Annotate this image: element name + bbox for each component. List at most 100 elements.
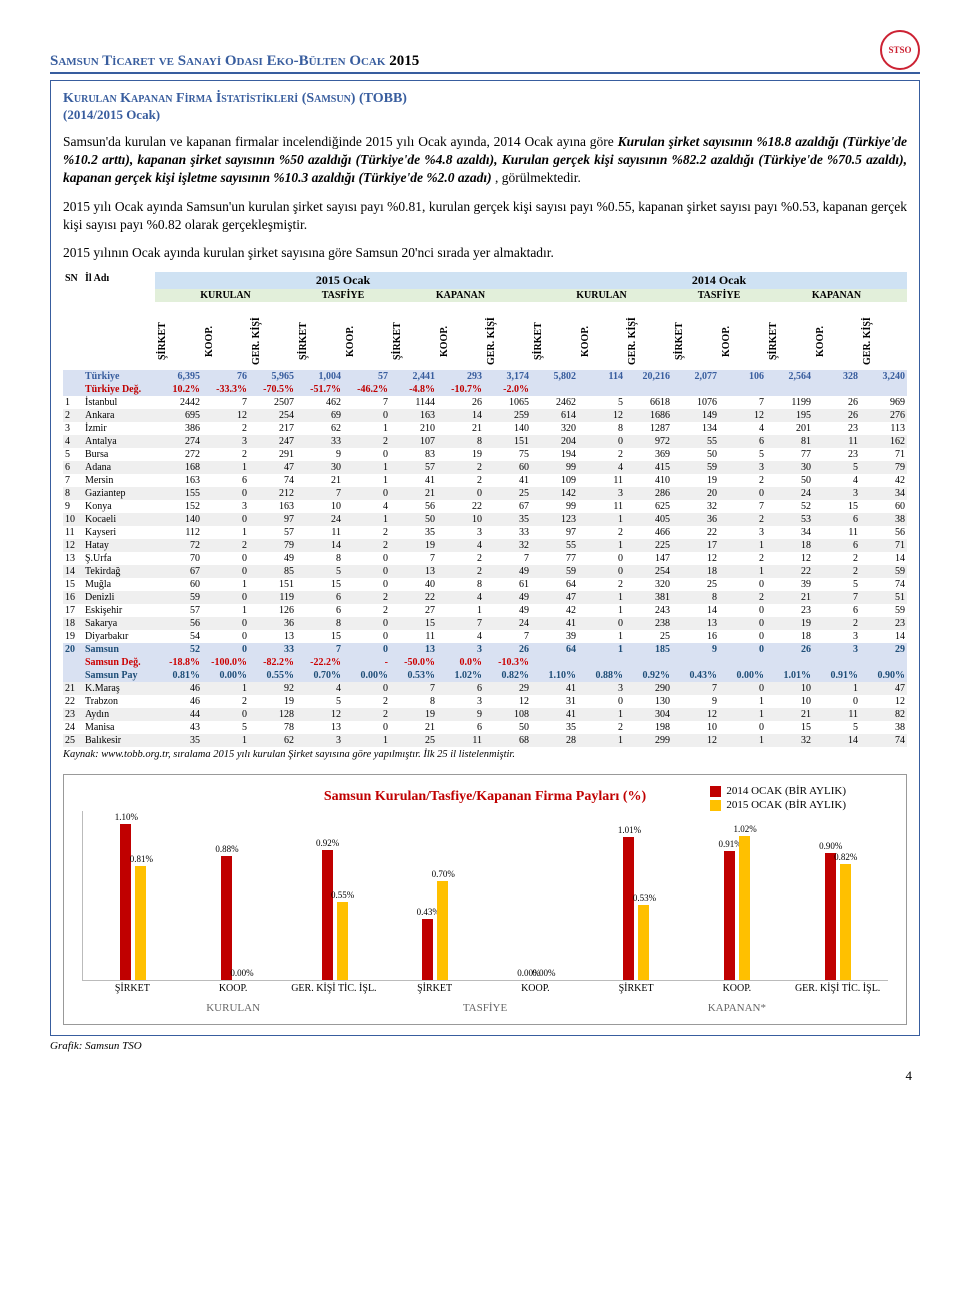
cell: 10 [766,682,813,695]
cell-il: Hatay [83,539,155,552]
cell-sn: 6 [63,461,83,474]
cell: 1 [578,643,625,656]
cell: 19 [766,617,813,630]
cell: 304 [625,708,672,721]
cell: 2 [437,474,484,487]
cell: 26 [484,643,531,656]
cell: 0.92% [625,669,672,682]
bar-2015 [437,881,448,980]
cell: 5,965 [249,370,296,383]
cell: 113 [860,422,907,435]
cell: 12 [202,409,249,422]
cell: 272 [155,448,202,461]
cell: 0 [578,617,625,630]
cell: 75 [484,448,531,461]
cell: 77 [531,552,578,565]
cell: 3,174 [484,370,531,383]
bar-label: 0.88% [207,844,247,854]
cell: 112 [155,526,202,539]
cell: 290 [625,682,672,695]
cell: 19 [390,539,437,552]
cell: 10.2% [155,383,202,396]
chart-x-supercats: KURULANTASFİYEKAPANAN* [82,1002,888,1014]
section-subtitle: (2014/2015 Ocak) [63,107,907,123]
col-grp: KAPANAN [766,289,907,302]
cell: 35 [484,513,531,526]
cell: 9 [437,708,484,721]
cell: 243 [625,604,672,617]
cell: 2 [343,526,390,539]
cell: 74 [860,578,907,591]
cell: 8 [296,617,343,630]
cell: 6,395 [155,370,202,383]
cell: 238 [625,617,672,630]
x-cat: KOOP. [687,983,788,994]
cell: 163 [249,500,296,513]
cell: 22 [766,565,813,578]
cell: 4 [719,422,766,435]
cell-il: Manisa [83,721,155,734]
cell: 4 [813,474,860,487]
cell: 33 [484,526,531,539]
cell: 57 [155,604,202,617]
cell [719,656,766,669]
cell: 55 [531,539,578,552]
cell: 92 [249,682,296,695]
cell: 49 [484,591,531,604]
cell: 259 [484,409,531,422]
cell: 1065 [484,396,531,409]
col-2015: 2015 Ocak [155,272,531,289]
cell: 59 [672,461,719,474]
bar-label: 0.92% [308,838,348,848]
cell: 1 [437,604,484,617]
cell-sn: 10 [63,513,83,526]
cell: 2 [437,461,484,474]
cell: 1,004 [296,370,343,383]
cell: 39 [531,630,578,643]
cell: 67 [155,565,202,578]
cell: 168 [155,461,202,474]
cell: 7 [719,396,766,409]
cell [672,383,719,396]
cell: 2 [813,565,860,578]
cell: -100.0% [202,656,249,669]
cell-il: Trabzon [83,695,155,708]
chart-area: 1.10%0.81%0.88%0.00%0.92%0.55%0.43%0.70%… [82,811,888,981]
header-title-text: Samsun Tı̇caret ve Sanayı̇ Odası Eko-Bül… [50,53,389,69]
cell-il: Samsun Değ. [83,656,155,669]
cell: 2 [437,552,484,565]
cell [531,383,578,396]
cell: 625 [625,500,672,513]
cell: 2 [202,448,249,461]
cell: 5 [296,695,343,708]
bar-2014 [221,856,232,981]
cell: 6618 [625,396,672,409]
cell: 59 [860,604,907,617]
cell: 0 [719,643,766,656]
cell: 6 [813,539,860,552]
cell: 0 [578,552,625,565]
cell: 0 [202,617,249,630]
cell: 1144 [390,396,437,409]
cell: 24 [766,487,813,500]
cell: 185 [625,643,672,656]
cell: 60 [484,461,531,474]
cell: 22 [390,591,437,604]
cell: 5 [813,461,860,474]
cell: 1 [719,539,766,552]
cell-sn: 19 [63,630,83,643]
cell: 369 [625,448,672,461]
cell: 106 [719,370,766,383]
cell: 12 [672,552,719,565]
cell: 68 [484,734,531,747]
cell: 195 [766,409,813,422]
cell: 2,441 [390,370,437,383]
cell: 0 [343,487,390,500]
cell: 47 [531,591,578,604]
p1a: Samsun'da kurulan ve kapanan firmalar in… [63,134,618,149]
cell: 163 [155,474,202,487]
cell: 4 [296,682,343,695]
cell: 20 [672,487,719,500]
bar-2015 [638,905,649,980]
cell: 152 [155,500,202,513]
